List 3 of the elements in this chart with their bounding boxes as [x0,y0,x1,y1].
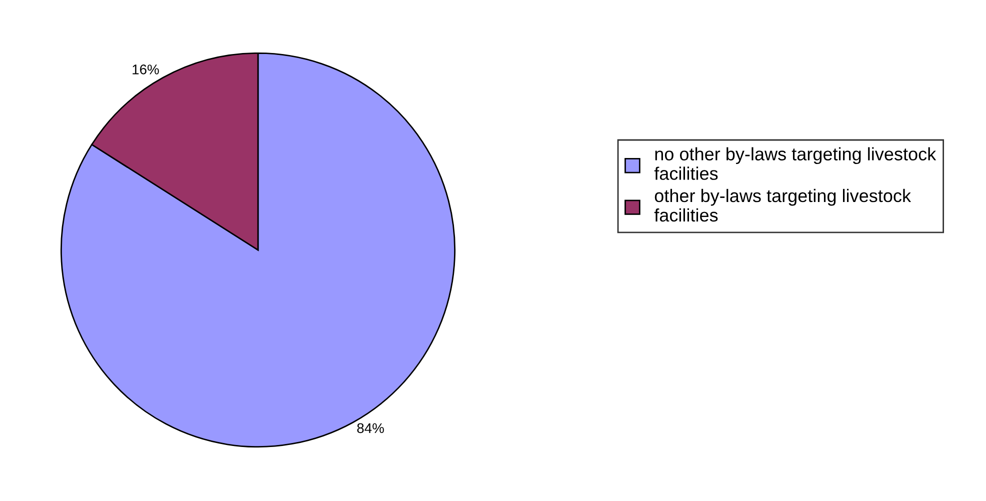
data-label: 16% [132,64,159,74]
data-label: 84% [357,423,384,434]
legend-label: other by-laws targeting livestock facilities [654,188,912,222]
